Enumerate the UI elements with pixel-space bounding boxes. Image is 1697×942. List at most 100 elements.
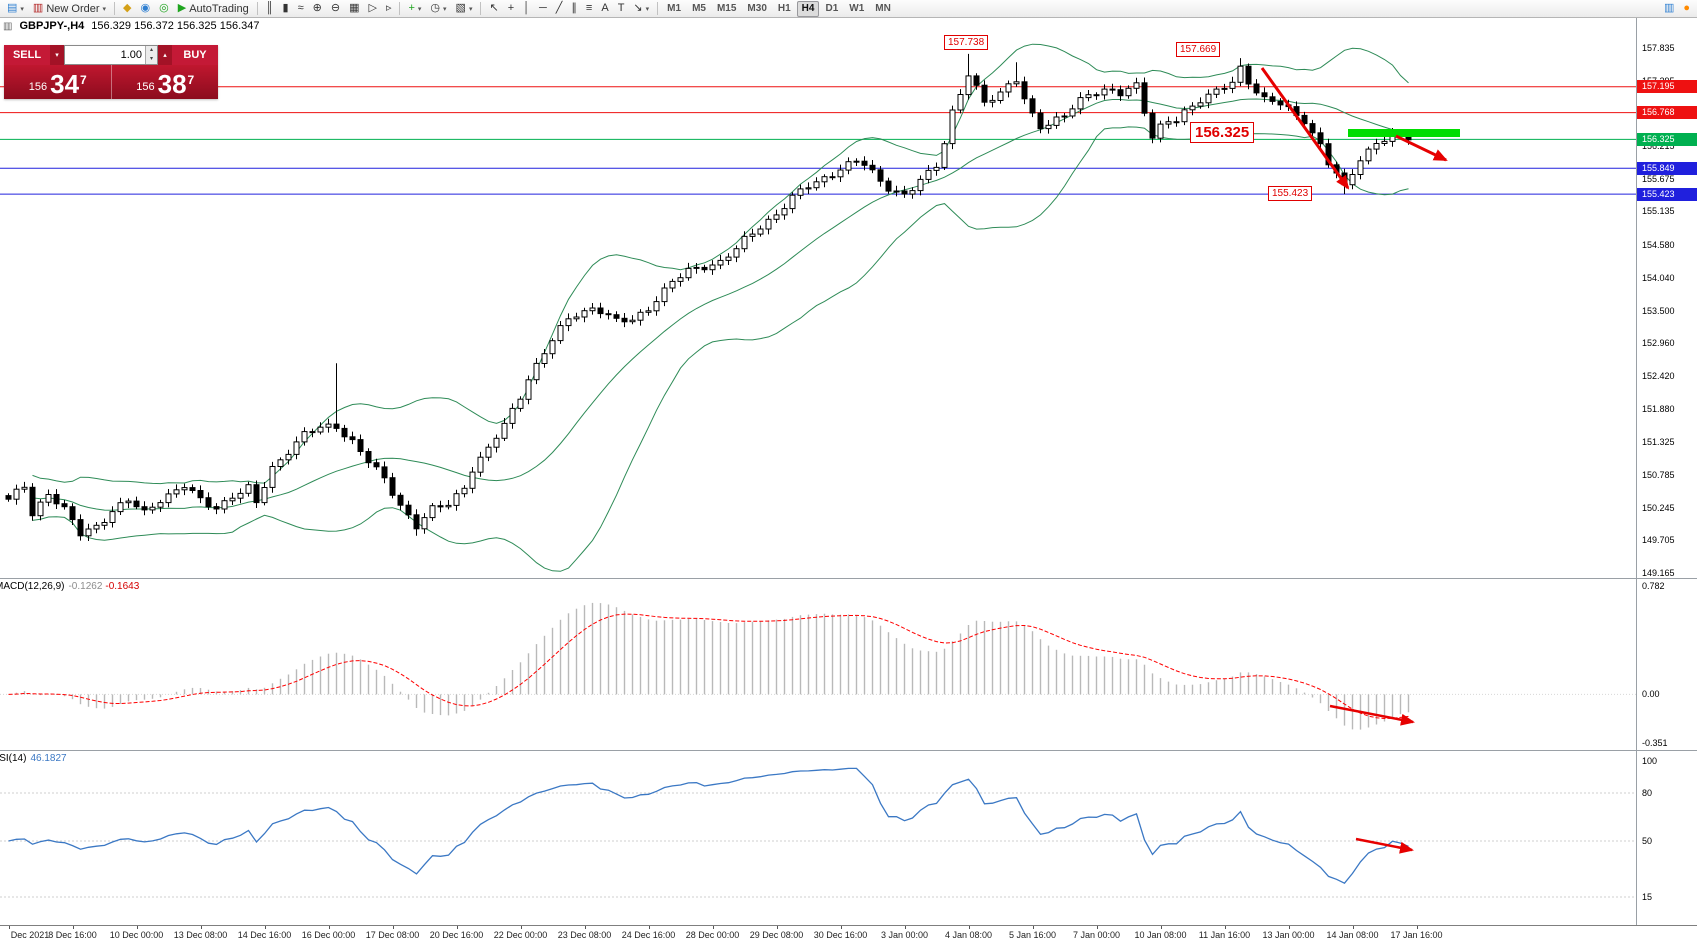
new-order-button-caret[interactable]: ▾ <box>102 5 107 13</box>
price-tick: 155.675 <box>1642 173 1675 184</box>
buy-options-caret[interactable]: ▴ <box>158 45 172 65</box>
periods-button-caret[interactable]: ▾ <box>443 5 447 13</box>
tf-m15-button-label: M15 <box>716 3 737 14</box>
symbol-title: GBPJPY-,H4 <box>19 20 85 32</box>
rsi-axis[interactable]: 100 80 50 15 <box>1636 751 1697 925</box>
price-tick: 154.040 <box>1642 272 1675 283</box>
templates-button-caret[interactable]: ▾ <box>468 5 473 13</box>
history-center-icon[interactable]: ◆ <box>119 1 135 17</box>
tf-w1-button[interactable]: W1 <box>844 1 869 17</box>
price-tick: 152.420 <box>1642 370 1675 381</box>
new-chart-button-caret[interactable]: ▾ <box>20 5 24 13</box>
volume-down-icon[interactable]: ▾ <box>146 55 157 64</box>
rsi-pane[interactable]: RSI(14)46.1827 100 80 50 15 <box>0 750 1697 925</box>
time-tick <box>1224 926 1226 929</box>
periods-icon: ◷ <box>430 2 441 14</box>
bar-chart-button[interactable]: ║ <box>262 1 278 17</box>
navigator-icon[interactable]: ◎ <box>155 1 173 17</box>
price-axis[interactable]: 157.835157.295156.215155.675155.135154.5… <box>1636 18 1697 578</box>
periods-button[interactable]: ◷ ▾ <box>426 1 450 17</box>
price-chart-canvas[interactable] <box>0 18 1636 578</box>
fibonacci-button[interactable]: ≡ <box>582 1 596 17</box>
time-tick <box>328 926 330 929</box>
time-axis[interactable]: Dec 2021 8 Dec 16:00 10 Dec 00:00 13 Dec 08… <box>0 925 1697 942</box>
time-tick <box>1160 926 1162 929</box>
zoom-in-button[interactable]: ⊕ <box>309 1 326 17</box>
sell-price-figure: 156 <box>28 81 48 93</box>
macd-axis-tick: 0.782 <box>1642 581 1665 591</box>
tf-h1-button[interactable]: H1 <box>773 1 796 17</box>
new-order-button[interactable]: ▥ New Order ▾ <box>29 1 110 17</box>
text-button[interactable]: A <box>597 1 612 17</box>
sell-button[interactable]: SELL <box>4 45 50 65</box>
candlestick-chart-button[interactable]: ▮ <box>279 1 293 17</box>
tile-windows-button[interactable]: ▦ <box>345 1 363 17</box>
sell-price[interactable]: 156 34 7 <box>4 65 112 99</box>
tf-h4-button[interactable]: H4 <box>796 0 820 17</box>
market-watch-icon[interactable]: ◉ <box>137 1 155 17</box>
price-tick: 154.580 <box>1642 240 1675 251</box>
volume-field[interactable]: ▴ ▾ <box>64 45 158 65</box>
market-watch-icon-icon: ◉ <box>140 2 151 14</box>
tf-m1-button[interactable]: M1 <box>662 1 686 17</box>
indicators-button[interactable]: + ▾ <box>404 1 425 17</box>
macd-pane[interactable]: MACD(12,26,9) -0.1262 -0.1643 0.782 0.00 -0.… <box>0 578 1697 750</box>
time-tick <box>8 926 10 929</box>
autotrading-button[interactable]: ▶ AutoTrading <box>174 1 253 17</box>
sell-options-caret[interactable]: ▾ <box>50 45 64 65</box>
cursor-button[interactable]: ↖ <box>485 1 502 17</box>
price-level-badge: 156.325 <box>1637 132 1697 146</box>
templates-button[interactable]: ▧ ▾ <box>452 1 477 17</box>
arrows-button-caret[interactable]: ▾ <box>645 5 650 13</box>
tf-h4-button-label: H4 <box>801 3 815 14</box>
time-tick <box>840 926 842 929</box>
buy-button[interactable]: BUY <box>172 45 218 65</box>
buy-price[interactable]: 156 38 7 <box>111 65 218 99</box>
line-chart-button[interactable]: ≈ <box>294 1 308 17</box>
trendline-button[interactable]: ╱ <box>552 1 567 17</box>
indicators-button-caret[interactable]: ▾ <box>417 5 422 13</box>
rsi-canvas[interactable] <box>0 751 1636 925</box>
indicators-icon: + <box>408 2 415 14</box>
volume-stepper[interactable]: ▴ ▾ <box>145 46 157 64</box>
chart-shift-icon: ▹ <box>385 2 392 14</box>
new-chart-button[interactable]: ▤ ▾ <box>3 1 28 17</box>
tile-windows-icon: ▦ <box>349 2 360 14</box>
price-level-badge: 156.768 <box>1637 106 1697 120</box>
chart-shift-button[interactable]: ▹ <box>382 1 396 17</box>
time-label: 14 Jan 08:00 <box>1326 930 1379 940</box>
vertical-line-button[interactable]: │ <box>519 1 534 17</box>
horizontal-line-button[interactable]: ─ <box>535 1 551 17</box>
new-order-button-label: New Order <box>46 2 100 15</box>
tf-m30-button[interactable]: M30 <box>742 1 771 17</box>
arrows-button[interactable]: ↘ ▾ <box>629 1 653 17</box>
chart-window-icon[interactable]: ▥ <box>1660 1 1678 17</box>
price-tick: 150.785 <box>1642 469 1675 480</box>
crosshair-button[interactable]: + <box>504 1 518 17</box>
arrows-icon: ↘ <box>633 2 643 14</box>
tf-m30-button-label: M30 <box>747 3 767 14</box>
volume-up-icon[interactable]: ▴ <box>146 46 157 55</box>
tf-d1-button[interactable]: D1 <box>820 1 843 17</box>
time-label: 23 Dec 08:00 <box>557 930 612 940</box>
tf-mn-button[interactable]: MN <box>870 1 896 17</box>
macd-axis[interactable]: 0.782 0.00 -0.351 <box>1636 579 1697 750</box>
time-label: 10 Jan 08:00 <box>1134 930 1187 940</box>
tf-m5-button[interactable]: M5 <box>687 1 711 17</box>
candlestick-chart-icon: ▮ <box>282 2 289 14</box>
price-tick: 152.960 <box>1642 338 1675 349</box>
autotrading-icon: ▶ <box>177 2 187 14</box>
line-chart-icon: ≈ <box>297 2 304 14</box>
macd-value-main: -0.1262 <box>68 581 103 592</box>
notification-icon[interactable]: ● <box>1679 1 1694 17</box>
navigator-icon-icon: ◎ <box>159 2 169 14</box>
price-chart-pane[interactable]: ▥ GBPJPY-,H4 156.329 156.372 156.325 156… <box>0 18 1697 578</box>
macd-canvas[interactable] <box>0 579 1636 750</box>
text-label-button[interactable]: T <box>614 1 629 17</box>
volume-input[interactable] <box>65 46 145 64</box>
auto-scroll-button[interactable]: ▷ <box>364 1 380 17</box>
tf-m15-button[interactable]: M15 <box>712 1 741 17</box>
zoom-out-button[interactable]: ⊖ <box>327 1 344 17</box>
channel-button[interactable]: ∥ <box>567 1 581 17</box>
